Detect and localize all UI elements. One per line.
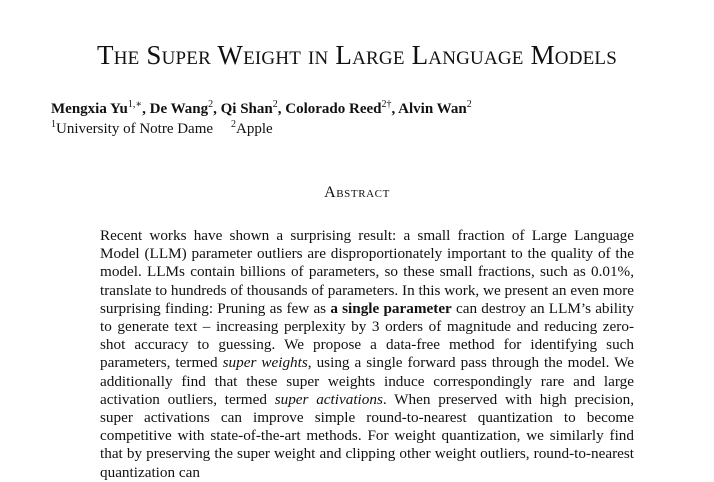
- author-name: Alvin Wan: [398, 101, 467, 117]
- abstract-segment: can destroy an LLM’s ability to generate…: [100, 299, 634, 372]
- author-list: Mengxia Yu1,∗, De Wang2, Qi Shan2, Color…: [51, 99, 472, 118]
- author-mark: 2†: [381, 99, 392, 110]
- author-name: Mengxia Yu: [51, 101, 128, 117]
- abstract-term-super-activations: super activations: [274, 390, 383, 408]
- author-mark: 2: [208, 99, 214, 110]
- affiliation-list: 1University of Notre Dame 2Apple: [51, 120, 273, 138]
- author-name: Qi Shan: [220, 101, 273, 117]
- paper-title: The Super Weight in Large Language Model…: [97, 40, 617, 70]
- author-mark: 2: [272, 99, 278, 110]
- abstract-segment: Recent works have shown a surprising res…: [100, 227, 634, 317]
- abstract-term-super-weights: super weights: [222, 354, 308, 372]
- author-mark: 1,∗: [127, 99, 143, 110]
- author-name: De Wang: [149, 101, 209, 117]
- affiliation-name: University of Notre Dame: [56, 121, 214, 137]
- author-name: Colorado Reed: [285, 101, 382, 117]
- abstract-text: Recent works have shown a surprising res…: [100, 227, 634, 482]
- affiliation-mark: 2: [231, 119, 237, 130]
- author-mark: 2: [466, 99, 472, 110]
- affiliation-name: Apple: [236, 121, 273, 137]
- abstract-heading: Abstract: [324, 184, 390, 201]
- affiliation-mark: 1: [51, 119, 56, 130]
- abstract-bold-phrase: a single parameter: [330, 299, 452, 317]
- abstract-segment: , using a single forward pass through th…: [100, 354, 634, 408]
